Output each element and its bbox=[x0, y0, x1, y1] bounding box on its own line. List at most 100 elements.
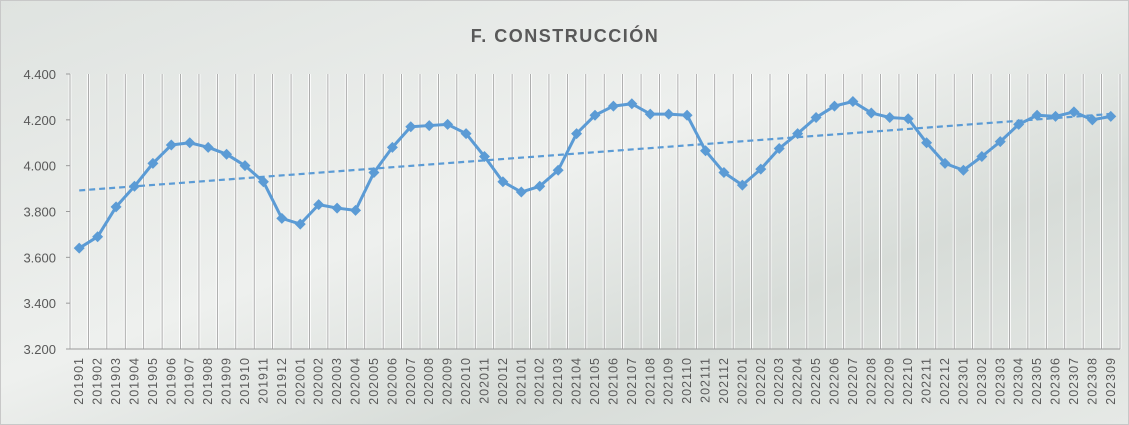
marker bbox=[313, 199, 325, 211]
x-tick-label: 202104 bbox=[570, 357, 584, 405]
x-tick-label: 202012 bbox=[496, 357, 510, 405]
x-tick-label: 202201 bbox=[735, 357, 749, 405]
marker bbox=[221, 148, 233, 160]
marker bbox=[184, 137, 196, 149]
x-tick-label: 202307 bbox=[1067, 357, 1081, 405]
marker bbox=[497, 176, 509, 188]
marker bbox=[405, 121, 417, 133]
marker bbox=[1050, 110, 1062, 122]
x-tick-label: 202301 bbox=[956, 357, 970, 405]
y-tick-label: 3.800 bbox=[23, 205, 56, 220]
marker bbox=[423, 120, 435, 132]
marker bbox=[460, 128, 472, 140]
x-tick-label: 202210 bbox=[901, 357, 915, 405]
marker bbox=[1031, 109, 1043, 121]
x-tick-label: 201911 bbox=[256, 357, 270, 404]
x-tick-label: 202002 bbox=[312, 357, 326, 405]
marker bbox=[442, 118, 454, 130]
marker bbox=[828, 100, 840, 112]
marker bbox=[792, 128, 804, 140]
marker bbox=[202, 141, 214, 153]
marker bbox=[884, 112, 896, 124]
x-tick-label: 202111 bbox=[699, 357, 713, 403]
marker bbox=[1105, 110, 1117, 122]
x-tick-label: 201910 bbox=[238, 357, 252, 405]
x-tick-label: 202309 bbox=[1104, 357, 1118, 405]
marker bbox=[939, 157, 951, 169]
x-tick-label: 202004 bbox=[349, 357, 363, 405]
marker bbox=[755, 163, 767, 175]
marker bbox=[92, 231, 104, 243]
marker bbox=[515, 186, 527, 198]
marker bbox=[368, 167, 380, 179]
chart-title: F. CONSTRUCCIÓN bbox=[471, 25, 660, 46]
marker bbox=[257, 176, 269, 188]
x-tick-label: 202110 bbox=[680, 357, 694, 404]
x-tick-label: 202211 bbox=[920, 357, 934, 404]
y-tick-label: 3.600 bbox=[23, 250, 56, 265]
marker bbox=[239, 160, 251, 172]
marker bbox=[902, 113, 914, 125]
x-tick-label: 202102 bbox=[533, 357, 547, 405]
x-tick-label: 202011 bbox=[477, 357, 491, 404]
x-tick-label: 202202 bbox=[754, 357, 768, 405]
y-tick-label: 4.400 bbox=[23, 67, 56, 82]
x-tick-label: 201904 bbox=[127, 357, 141, 405]
x-tick-label: 202007 bbox=[404, 357, 418, 405]
x-tick-label: 202112 bbox=[717, 357, 731, 404]
x-tick-label: 201908 bbox=[201, 357, 215, 405]
marker bbox=[681, 109, 693, 121]
marker bbox=[534, 180, 546, 192]
x-tick-label: 202208 bbox=[864, 357, 878, 405]
marker bbox=[773, 142, 785, 154]
x-tick-label: 202106 bbox=[606, 357, 620, 405]
x-tick-label: 202109 bbox=[662, 357, 676, 405]
marker bbox=[644, 108, 656, 120]
marker bbox=[607, 100, 619, 112]
marker bbox=[110, 201, 122, 213]
y-tick-label: 3.400 bbox=[23, 296, 56, 311]
x-tick-label: 202212 bbox=[938, 357, 952, 405]
x-tick-label: 202107 bbox=[625, 357, 639, 405]
marker bbox=[589, 109, 601, 121]
x-tick-label: 202303 bbox=[993, 357, 1007, 405]
x-tick-label: 202207 bbox=[846, 357, 860, 405]
x-tick-label: 202003 bbox=[330, 357, 344, 405]
x-tick-label: 202101 bbox=[514, 357, 528, 405]
marker bbox=[700, 145, 712, 157]
marker bbox=[847, 96, 859, 107]
y-tick-label: 4.200 bbox=[23, 113, 56, 128]
marker bbox=[147, 157, 159, 169]
x-tick-label: 202105 bbox=[588, 357, 602, 405]
marker bbox=[1013, 118, 1025, 130]
x-tick-label: 201906 bbox=[164, 357, 178, 405]
x-tick-label: 202005 bbox=[367, 357, 381, 405]
marker bbox=[73, 242, 85, 254]
marker bbox=[736, 179, 748, 191]
marker bbox=[957, 164, 969, 176]
marker bbox=[331, 202, 343, 214]
x-tick-label: 202209 bbox=[883, 357, 897, 405]
x-tick-label: 201905 bbox=[146, 357, 160, 405]
x-tick-label: 201903 bbox=[109, 357, 123, 405]
marker bbox=[865, 107, 877, 119]
trendline bbox=[79, 112, 1111, 192]
marker bbox=[478, 151, 490, 162]
marker bbox=[663, 108, 675, 120]
x-tick-label: 202206 bbox=[827, 357, 841, 405]
x-tick-label: 201902 bbox=[91, 357, 105, 405]
marker bbox=[552, 164, 564, 176]
marker bbox=[921, 137, 933, 149]
x-tick-label: 202006 bbox=[385, 357, 399, 405]
x-tick-label: 202204 bbox=[791, 357, 805, 405]
x-tick-label: 202001 bbox=[293, 357, 307, 405]
marker bbox=[294, 218, 306, 230]
marker bbox=[976, 151, 988, 162]
marker bbox=[1086, 114, 1098, 126]
x-tick-label: 202108 bbox=[643, 357, 657, 405]
x-tick-label: 201907 bbox=[183, 357, 197, 405]
marker bbox=[626, 98, 638, 110]
x-tick-label: 201909 bbox=[220, 357, 234, 405]
